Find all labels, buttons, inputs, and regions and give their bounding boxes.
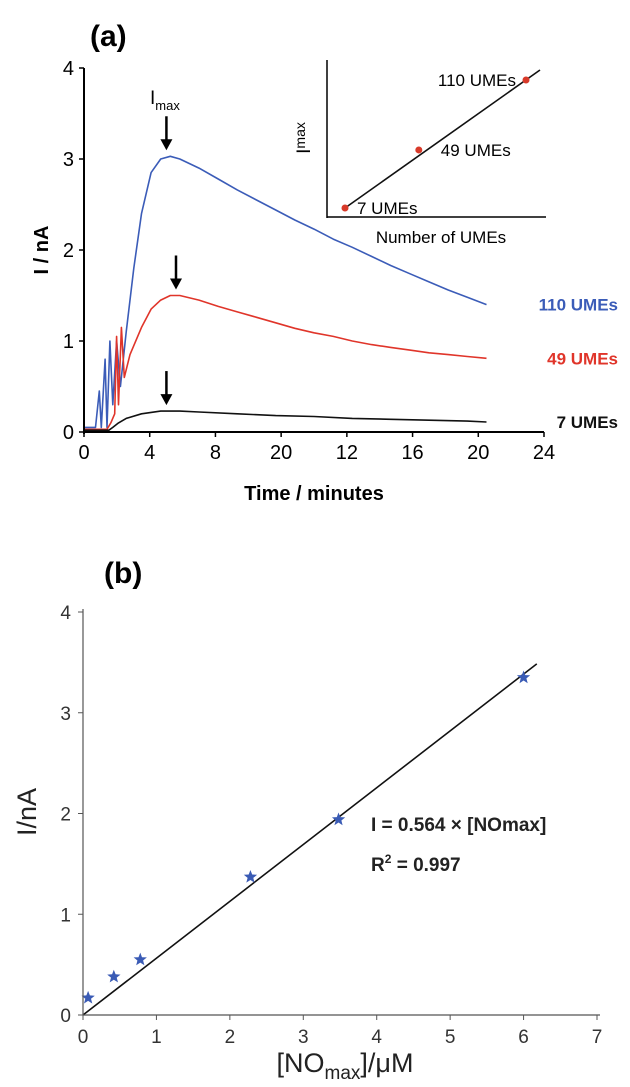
panel-a-x-tick-labels: 0 4 8 20 12 16 20 24: [78, 432, 555, 464]
series-label-1: 110 UMEs: [539, 296, 618, 315]
series-line-3: [84, 410, 487, 431]
panel-b-x-axis-title: [NOmax]/μM: [277, 1048, 414, 1082]
panel-a-y-tick-label: 2: [63, 240, 74, 262]
panel-b-x-tick-labels: 0 1 2 3 4 5 6 7: [78, 1015, 603, 1048]
fit-line: [82, 663, 538, 1016]
arrow-head-1: [160, 139, 173, 151]
inset-chart: 7 UMEs 49 UMEs 110 UMEs Imax Number of UME…: [292, 60, 546, 247]
panel-b-y-tick-labels: 0 1 2 3 4: [60, 603, 83, 1027]
panel-b-y-tick-label: 2: [60, 805, 71, 826]
data-point-star: [133, 952, 147, 966]
panel-a-y-tick-labels: 0 1 2 3 4: [63, 58, 84, 444]
panel-b-y-tick-label: 1: [60, 905, 71, 926]
arrow-head-2: [170, 278, 182, 290]
data-point-star: [516, 670, 531, 684]
panel-b-x-tick-label: 0: [78, 1027, 89, 1048]
data-point-star: [331, 812, 346, 826]
panel-a-series: [84, 155, 487, 431]
imax-annotation: Imax: [150, 88, 180, 113]
panel-b-y-tick-label: 4: [60, 603, 71, 624]
inset-point: [415, 146, 423, 154]
panel-b-y-tick-label: 0: [60, 1006, 71, 1027]
panel-b-x-tick-label: 7: [592, 1027, 603, 1048]
panel-a-x-tick-label: 20: [467, 442, 489, 464]
panel-b-x-tick-label: 2: [225, 1027, 236, 1048]
inset-point: [341, 204, 349, 212]
panel-a-x-tick-label: 12: [336, 442, 358, 464]
fit-equation: I = 0.564 × [NOmax]: [371, 815, 546, 836]
panel-a-y-tick-label: 0: [63, 422, 74, 444]
panel-a-x-tick-label: 20: [270, 442, 292, 464]
panel-a-arrows: [160, 116, 182, 406]
panel-b-label: (b): [104, 557, 142, 590]
panel-a-x-tick-label: 4: [144, 442, 155, 464]
series-label-2: 49 UMEs: [547, 349, 618, 368]
panel-a-x-tick-label: 16: [401, 442, 423, 464]
panel-a-x-tick-label: 0: [78, 442, 89, 464]
inset-point-label: 110 UMEs: [438, 71, 516, 90]
inset-fit-line: [344, 69, 541, 209]
inset-y-axis-title: Imax: [292, 122, 315, 154]
panel-b-x-tick-label: 3: [298, 1027, 309, 1048]
panel-a-x-tick-label: 24: [533, 442, 555, 464]
panel-b-x-tick-label: 4: [371, 1027, 382, 1048]
panel-a-y-tick-label: 1: [63, 331, 74, 353]
panel-b-y-tick-label: 3: [60, 704, 71, 725]
series-line-2: [84, 294, 487, 431]
series-line-1: [84, 155, 487, 429]
panel-b-x-tick-label: 6: [518, 1027, 529, 1048]
data-point-star: [107, 969, 121, 983]
panel-b-fit-line-group: [82, 663, 538, 1016]
panel-b-points: [81, 670, 531, 1004]
panel-a-x-tick-label: 8: [210, 442, 221, 464]
data-point-star: [81, 990, 95, 1004]
panel-a-y-tick-label: 4: [63, 58, 74, 80]
inset-point-label: 7 UMEs: [357, 199, 417, 218]
data-point-star: [243, 870, 258, 883]
inset-point-label: 49 UMEs: [441, 141, 511, 160]
panel-a-series-labels: 110 UMEs 49 UMEs 7 UMEs: [539, 296, 618, 432]
series-label-3: 7 UMEs: [557, 413, 618, 432]
panel-a-y-axis-title: I / nA: [31, 226, 53, 275]
panel-b-x-tick-label: 5: [445, 1027, 456, 1048]
panel-b-x-tick-label: 1: [151, 1027, 162, 1048]
r-squared: R2 = 0.997: [371, 852, 461, 876]
inset-marks: 7 UMEs 49 UMEs 110 UMEs: [341, 69, 541, 218]
arrow-head-3: [160, 394, 173, 406]
inset-point: [522, 76, 530, 84]
inset-x-axis-title: Number of UMEs: [376, 228, 506, 247]
panel-a-label: (a): [90, 20, 127, 53]
panel-a-y-tick-label: 3: [63, 149, 74, 171]
panel-a-x-axis-title: Time / minutes: [244, 483, 384, 505]
panel-b-y-axis-title: I/nA: [12, 788, 42, 836]
